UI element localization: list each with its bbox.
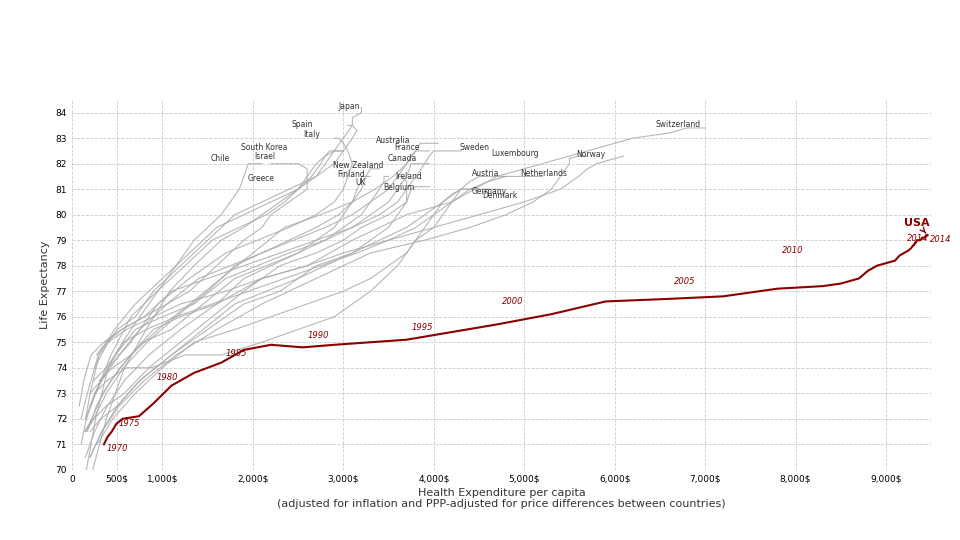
Text: Austria: Austria [471, 169, 499, 178]
Text: Germany: Germany [471, 187, 507, 196]
Text: USA: USA [904, 218, 929, 233]
Text: 1990: 1990 [307, 332, 328, 340]
Text: 2000: 2000 [502, 298, 523, 307]
Text: 1975: 1975 [119, 419, 140, 428]
Text: Belgium: Belgium [383, 183, 415, 192]
Text: Australia: Australia [376, 136, 410, 145]
Text: Ireland: Ireland [395, 172, 421, 181]
Text: Greece: Greece [248, 174, 275, 183]
Text: South Korea: South Korea [241, 144, 287, 152]
Y-axis label: Life Expectancy: Life Expectancy [40, 241, 50, 329]
Text: 1985: 1985 [226, 349, 248, 358]
Text: Netherlands: Netherlands [520, 169, 567, 178]
Text: UK: UK [355, 178, 366, 187]
Text: 2014: 2014 [907, 234, 928, 244]
Text: Israel: Israel [253, 152, 275, 161]
Text: (1970-2014): (1970-2014) [19, 43, 202, 68]
Text: 1980: 1980 [157, 373, 179, 382]
Text: Luxembourg: Luxembourg [492, 149, 540, 158]
Text: Spain: Spain [292, 120, 313, 130]
Text: Sweden: Sweden [460, 144, 490, 152]
Text: France: France [394, 144, 420, 152]
Text: 2010: 2010 [782, 246, 804, 255]
X-axis label: Health Expenditure per capita
(adjusted for inflation and PPP-adjusted for price: Health Expenditure per capita (adjusted … [277, 488, 726, 509]
Text: New Zealand: New Zealand [333, 161, 384, 170]
Text: Life Expectancy vs. Healthcare Spending: Life Expectancy vs. Healthcare Spending [19, 26, 623, 51]
Text: Italy: Italy [303, 130, 321, 139]
Text: Chile: Chile [210, 153, 229, 163]
Text: 2014: 2014 [930, 235, 951, 244]
Text: Finland: Finland [337, 170, 365, 179]
Text: 2005: 2005 [674, 277, 695, 286]
Text: Switzerland: Switzerland [656, 120, 701, 129]
Text: 1995: 1995 [411, 323, 433, 332]
Text: Japan: Japan [339, 102, 360, 111]
Text: Denmark: Denmark [483, 191, 517, 200]
Text: 1970: 1970 [107, 444, 128, 454]
Text: Canada: Canada [388, 154, 417, 163]
Text: Norway: Norway [577, 150, 606, 159]
